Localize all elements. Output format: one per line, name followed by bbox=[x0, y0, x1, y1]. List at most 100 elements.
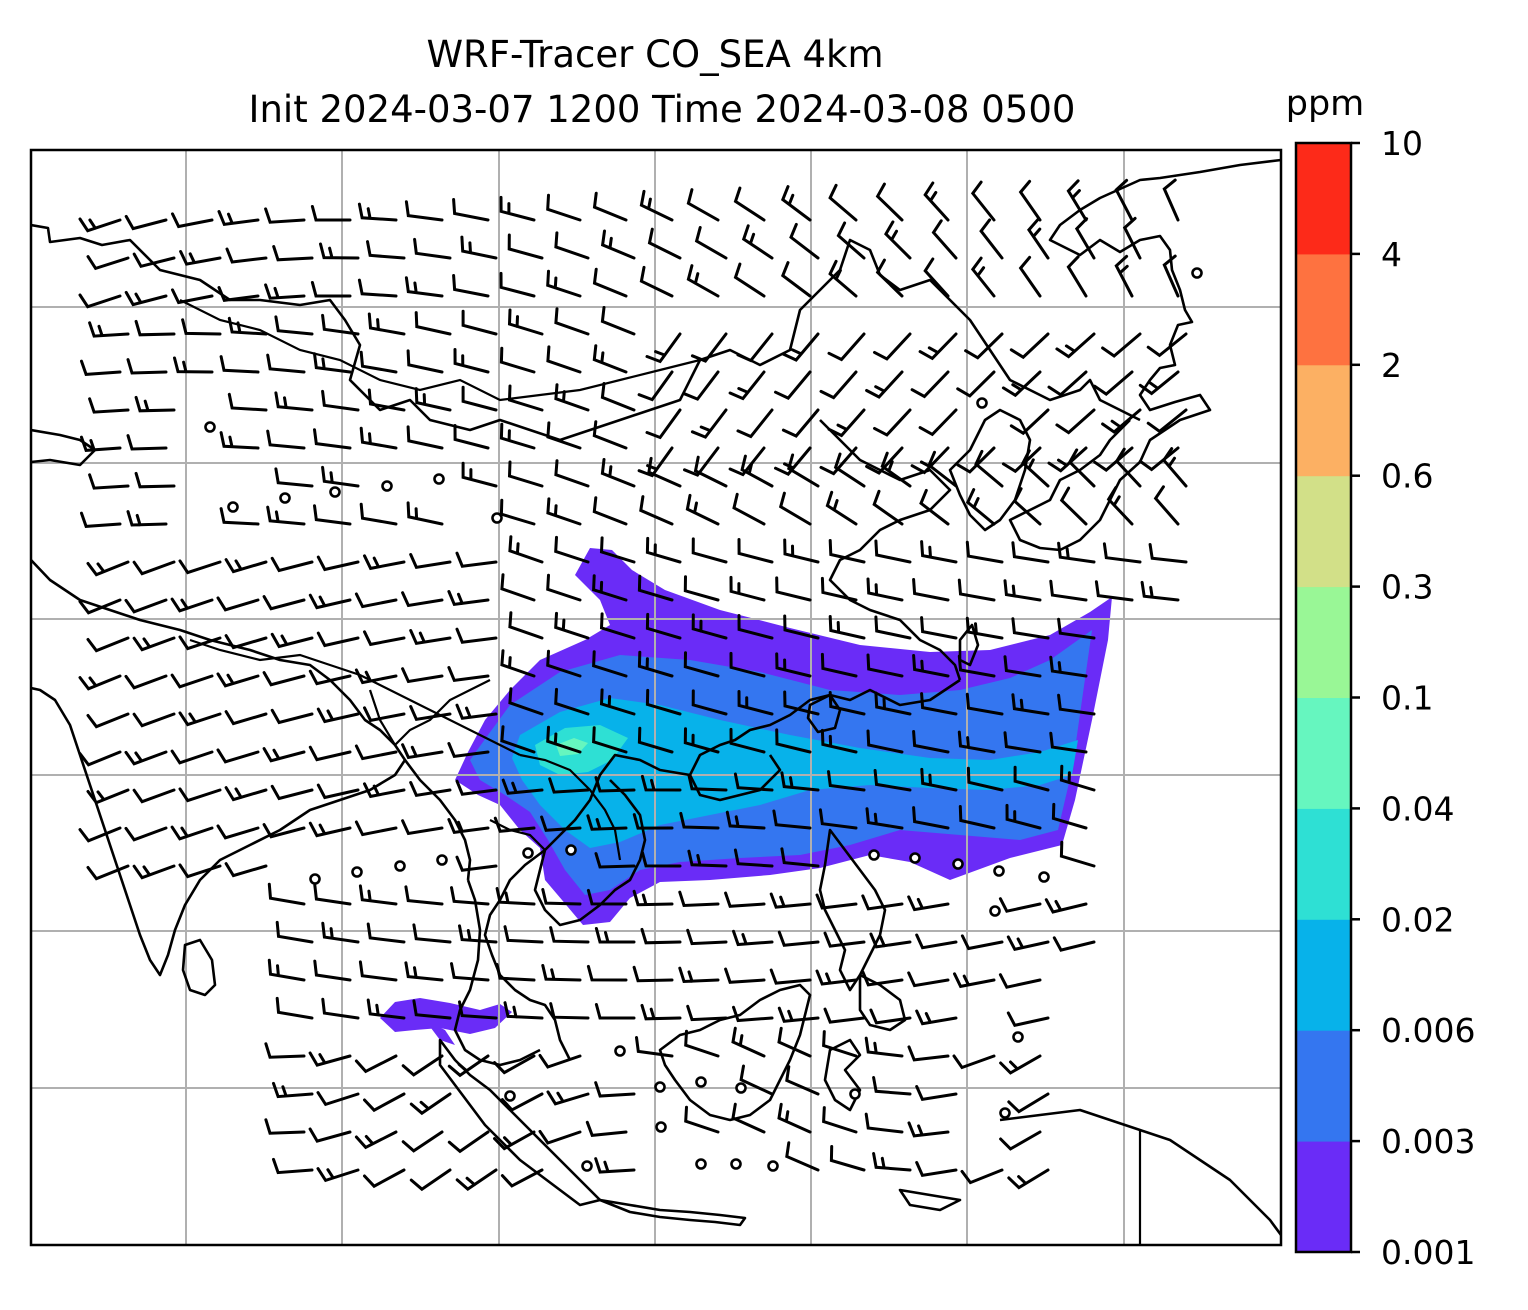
wind-barb bbox=[783, 538, 820, 564]
wind-barb bbox=[447, 818, 490, 835]
wind-barb bbox=[1052, 936, 1096, 952]
wind-barb bbox=[308, 669, 352, 686]
wind-barb bbox=[780, 185, 812, 222]
wind-barb bbox=[912, 730, 950, 754]
wind-barb bbox=[316, 783, 360, 800]
wind-barb bbox=[461, 309, 498, 336]
wind-barb bbox=[401, 667, 444, 684]
wind-barb bbox=[359, 350, 398, 374]
wind-barb bbox=[493, 1054, 536, 1075]
wind-barb bbox=[592, 267, 628, 298]
wind-barb bbox=[820, 576, 858, 602]
wind-barb bbox=[363, 782, 406, 799]
wind-barb bbox=[884, 220, 912, 260]
wind-barb bbox=[414, 311, 452, 336]
wind-barbs bbox=[78, 178, 1188, 1192]
wind-barb bbox=[965, 616, 1004, 640]
wind-barb bbox=[458, 924, 498, 944]
wind-barb bbox=[783, 690, 820, 716]
wind-barb bbox=[772, 809, 812, 830]
wind-barb bbox=[359, 502, 398, 526]
wind-barb bbox=[586, 888, 628, 906]
wind-barb bbox=[404, 200, 444, 222]
wind-barb bbox=[367, 312, 406, 336]
wind-barb bbox=[319, 242, 360, 260]
wind-barb bbox=[458, 1000, 498, 1020]
wind-barb bbox=[592, 344, 628, 374]
wind-barb bbox=[1027, 217, 1050, 260]
coast-sumatra bbox=[438, 1038, 602, 1207]
wind-barb bbox=[775, 652, 812, 678]
wind-barb bbox=[737, 538, 774, 564]
wind-barb bbox=[956, 370, 996, 398]
wind-barb bbox=[781, 332, 820, 362]
wind-barb bbox=[500, 649, 536, 678]
wind-barb bbox=[686, 264, 720, 298]
wind-barb bbox=[998, 897, 1042, 913]
wind-barb bbox=[637, 574, 674, 602]
wind-barb bbox=[599, 688, 636, 716]
wind-barb bbox=[690, 408, 728, 439]
colorbar-tick-label: 0.003 bbox=[1381, 1122, 1475, 1161]
wind-barb bbox=[998, 973, 1042, 989]
wind-barb bbox=[686, 1004, 728, 1022]
wind-barb bbox=[828, 259, 858, 298]
wind-barb bbox=[970, 180, 996, 222]
wind-barb bbox=[915, 1009, 958, 1026]
calm-marker bbox=[433, 473, 445, 485]
colorbar-band bbox=[1296, 808, 1351, 920]
wind-barb bbox=[912, 806, 950, 830]
wind-barb bbox=[266, 505, 306, 526]
wind-barb bbox=[363, 1092, 406, 1113]
wind-barb bbox=[461, 461, 498, 488]
wind-barb bbox=[126, 434, 168, 451]
wind-barb bbox=[508, 687, 544, 716]
wind-barb bbox=[359, 426, 398, 450]
colorbar: 0.001 0.003 0.006 0.02 0.04 0.1 0.3 0.6 2 4 10 bbox=[1294, 124, 1475, 1272]
wind-barb bbox=[737, 690, 774, 716]
wind-barb bbox=[778, 491, 812, 526]
calm-marker bbox=[989, 905, 1001, 917]
wind-barb bbox=[639, 265, 674, 298]
wind-barb bbox=[86, 788, 130, 805]
wind-barb bbox=[683, 727, 720, 754]
calm-marker bbox=[522, 847, 534, 859]
wind-barb bbox=[872, 489, 904, 526]
wind-barb bbox=[363, 630, 406, 647]
wind-barb bbox=[134, 319, 176, 337]
wind-barb bbox=[170, 673, 214, 689]
wind-barb bbox=[637, 726, 674, 754]
wind-barb bbox=[495, 887, 536, 906]
wind-barb bbox=[1007, 1092, 1050, 1114]
wind-barb bbox=[549, 1002, 590, 1020]
wind-barb bbox=[866, 577, 904, 602]
wind-barb bbox=[1055, 332, 1096, 359]
wind-barb bbox=[1057, 617, 1096, 640]
calm-marker bbox=[909, 852, 921, 864]
wind-barb bbox=[216, 596, 260, 612]
wind-barb bbox=[678, 966, 720, 984]
wind-barb bbox=[274, 467, 314, 488]
wind-barb bbox=[822, 1106, 858, 1134]
wind-barb bbox=[931, 219, 958, 260]
colorbar-band bbox=[1296, 143, 1351, 255]
wind-barb bbox=[264, 1118, 306, 1135]
wind-barb bbox=[450, 962, 490, 982]
wind-barb bbox=[447, 1130, 490, 1154]
wind-barb bbox=[592, 650, 628, 678]
wind-barb bbox=[640, 1003, 682, 1021]
calm-marker bbox=[204, 421, 216, 433]
wind-barb bbox=[820, 728, 858, 754]
wind-barb bbox=[647, 227, 682, 260]
wind-barb bbox=[725, 810, 766, 830]
wind-barb bbox=[316, 631, 360, 648]
wind-barb bbox=[308, 1051, 352, 1067]
wind-barb bbox=[80, 435, 122, 452]
wind-barb bbox=[493, 1130, 536, 1151]
colorbar-tick-label: 0.1 bbox=[1381, 679, 1433, 718]
wind-barb bbox=[132, 252, 176, 269]
wind-barb bbox=[724, 967, 766, 984]
wind-barb bbox=[179, 250, 222, 266]
wind-barb bbox=[965, 692, 1004, 716]
